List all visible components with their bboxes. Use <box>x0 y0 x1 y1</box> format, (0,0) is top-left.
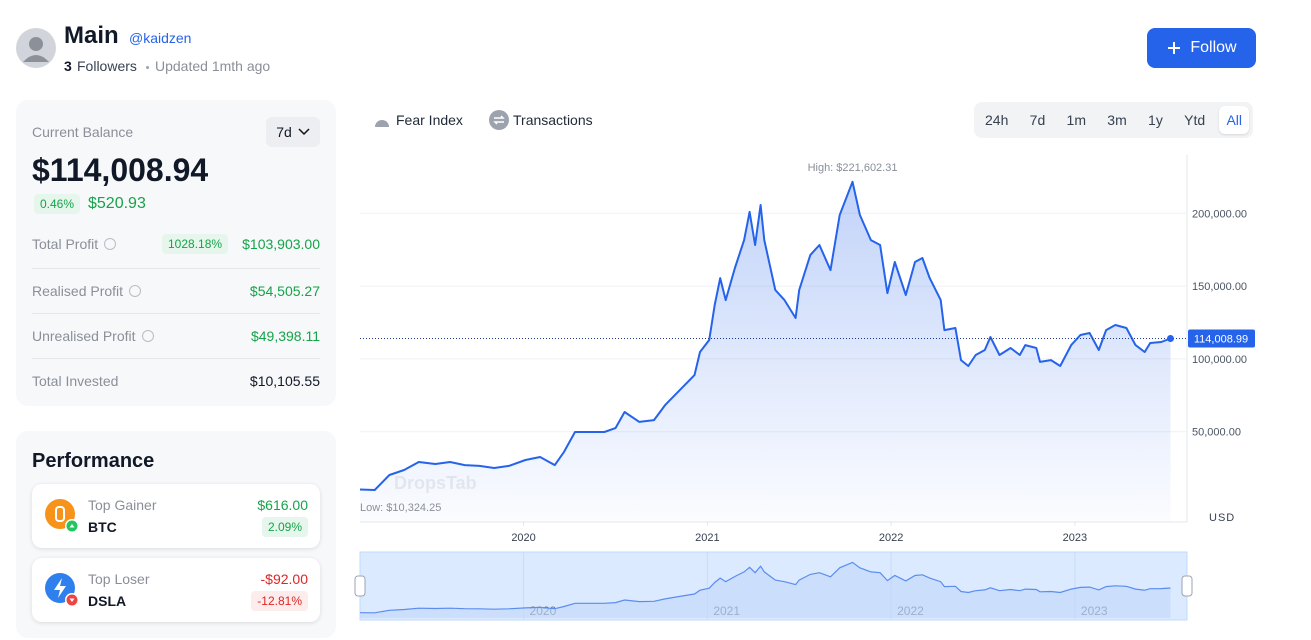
y-tick-label: 150,000.00 <box>1192 281 1247 293</box>
row-value: $49,398.11 <box>250 328 320 344</box>
info-icon[interactable] <box>141 330 154 342</box>
row-label: Total Profit <box>32 236 117 252</box>
high-label: High: $221,602.31 <box>808 162 898 174</box>
dsla-icon <box>45 573 79 607</box>
chart: 50,000.00 100,000.00 150,000.00 200,000.00 U… <box>354 155 1255 621</box>
x-tick-label: 2022 <box>879 532 903 544</box>
range-button[interactable]: 1y <box>1148 112 1163 128</box>
row-label-text: Realised Profit <box>32 283 124 299</box>
performance-asset: DSLA <box>88 593 127 609</box>
performance-title: Performance <box>32 450 155 472</box>
chevron <box>298 128 310 136</box>
btc-icon <box>45 499 79 533</box>
low-label: Low: $10,324.25 <box>360 502 441 514</box>
range-button[interactable]: 1m <box>1066 112 1086 128</box>
y-tick-label: 100,000.00 <box>1192 354 1247 366</box>
profile-title: Main <box>64 22 119 49</box>
plus-icon <box>1168 42 1181 54</box>
x-tick-label: 2020 <box>511 532 535 544</box>
info-icon[interactable] <box>104 238 117 250</box>
performance-value: -$92.00 <box>260 571 308 587</box>
performance-value: $616.00 <box>257 497 308 513</box>
x-tick-label: 2023 <box>1063 532 1087 544</box>
navigator-handle[interactable] <box>354 575 366 597</box>
info-icon[interactable] <box>129 285 142 297</box>
tab[interactable]: Transactions <box>513 112 593 128</box>
row-label-text: Unrealised Profit <box>32 328 136 344</box>
avatar <box>16 28 56 68</box>
tab[interactable]: Fear Index <box>396 112 463 128</box>
divider <box>32 268 320 269</box>
last-point <box>1166 334 1174 342</box>
performance-label: Top Gainer <box>88 497 157 513</box>
performance-percent: -12.81% <box>251 591 308 611</box>
period-text: 7d <box>276 124 292 140</box>
row-value: $10,105.55 <box>249 373 320 389</box>
divider <box>32 313 320 314</box>
navigator-area <box>360 562 1171 618</box>
followers-count: 3 <box>64 58 72 74</box>
navigator-line <box>359 561 1171 614</box>
divider <box>32 358 320 359</box>
change-amount: $520.93 <box>88 195 146 212</box>
performance-percent: 2.09% <box>261 517 308 537</box>
price-line <box>359 180 1171 491</box>
range-button[interactable]: Ytd <box>1184 112 1206 128</box>
period-dropdown[interactable]: 7d <box>266 117 320 147</box>
row-value: $103,903.00 <box>242 236 320 252</box>
range-button[interactable]: 3m <box>1107 112 1127 128</box>
row-label: Total Invested <box>32 373 118 389</box>
row-badge: 1028.18% <box>162 234 229 254</box>
balance-label: Current Balance <box>32 124 134 140</box>
fear-icon <box>375 120 389 127</box>
row-value: $54,505.27 <box>249 283 320 299</box>
navigator-handle[interactable] <box>1181 575 1193 597</box>
change-percent: 0.46% <box>34 194 81 214</box>
gainer-card[interactable] <box>32 484 320 548</box>
transactions-icon <box>489 110 509 130</box>
range-button[interactable]: 24h <box>985 112 1009 128</box>
row-label: Realised Profit <box>32 283 142 299</box>
range-selector: 24h 7d 1m 3m 1y Ytd All <box>974 102 1253 138</box>
y-tick-label: 200,000.00 <box>1192 208 1247 220</box>
range-button[interactable]: All <box>1219 106 1249 134</box>
updated-label: Updated 1mth ago <box>155 58 271 74</box>
follow-text: Follow <box>1190 39 1237 56</box>
profile-handle[interactable]: @kaidzen <box>129 30 192 46</box>
row-label: Unrealised Profit <box>32 328 154 344</box>
row-label-text: Total Profit <box>32 236 99 252</box>
last-value-box <box>1188 329 1255 348</box>
followers-label[interactable]: Followers <box>77 58 137 74</box>
follow-button[interactable]: Follow <box>1147 28 1256 68</box>
performance-label: Top Loser <box>88 571 150 587</box>
y-tick-label: 50,000.00 <box>1192 427 1241 439</box>
performance-asset: BTC <box>88 519 117 535</box>
balance-amount: $114,008.94 <box>32 152 209 188</box>
area <box>360 181 1171 523</box>
last-value-label: 114,008.99 <box>1194 333 1248 345</box>
x-tick-label: 2021 <box>695 532 719 544</box>
range-button[interactable]: 7d <box>1029 112 1046 128</box>
loser-card[interactable] <box>32 558 320 622</box>
row-label-text: Total Invested <box>32 373 119 389</box>
y-unit: USD <box>1209 512 1235 524</box>
separator-dot <box>146 66 149 69</box>
